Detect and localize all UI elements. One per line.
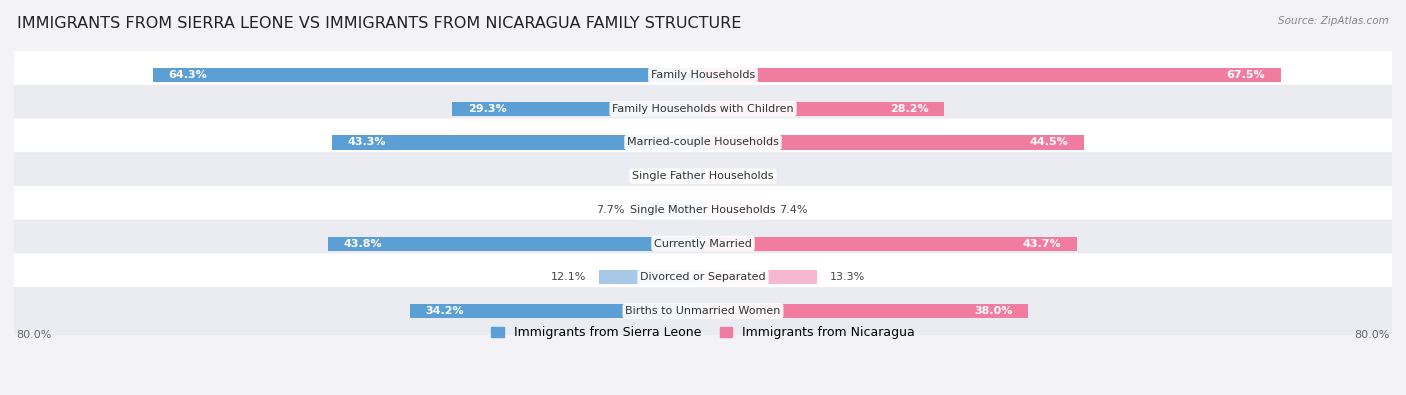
- FancyBboxPatch shape: [11, 152, 1395, 200]
- Text: Currently Married: Currently Married: [654, 239, 752, 248]
- FancyBboxPatch shape: [11, 85, 1395, 133]
- Text: 7.7%: 7.7%: [596, 205, 624, 215]
- Text: 43.3%: 43.3%: [347, 137, 387, 147]
- Text: 44.5%: 44.5%: [1029, 137, 1069, 147]
- Text: Source: ZipAtlas.com: Source: ZipAtlas.com: [1278, 16, 1389, 26]
- Text: 28.2%: 28.2%: [890, 104, 929, 114]
- Bar: [703, 270, 817, 284]
- Text: 80.0%: 80.0%: [17, 330, 52, 340]
- Text: 29.3%: 29.3%: [468, 104, 506, 114]
- Text: 43.7%: 43.7%: [1024, 239, 1062, 248]
- Bar: [703, 102, 945, 116]
- FancyBboxPatch shape: [11, 51, 1395, 99]
- FancyBboxPatch shape: [11, 220, 1395, 267]
- Bar: [332, 135, 703, 150]
- Legend: Immigrants from Sierra Leone, Immigrants from Nicaragua: Immigrants from Sierra Leone, Immigrants…: [491, 326, 915, 339]
- Bar: [411, 304, 703, 318]
- FancyBboxPatch shape: [11, 118, 1395, 166]
- FancyBboxPatch shape: [11, 186, 1395, 234]
- Text: 64.3%: 64.3%: [169, 70, 207, 80]
- Text: 67.5%: 67.5%: [1226, 70, 1265, 80]
- Text: Single Mother Households: Single Mother Households: [630, 205, 776, 215]
- Text: Family Households with Children: Family Households with Children: [612, 104, 794, 114]
- Bar: [637, 203, 703, 217]
- Text: 43.8%: 43.8%: [343, 239, 382, 248]
- Bar: [153, 68, 703, 82]
- Text: 12.1%: 12.1%: [551, 272, 586, 282]
- Bar: [703, 135, 1084, 150]
- Text: 13.3%: 13.3%: [830, 272, 865, 282]
- Text: 2.7%: 2.7%: [740, 171, 768, 181]
- Bar: [703, 237, 1077, 251]
- Text: Births to Unmarried Women: Births to Unmarried Women: [626, 306, 780, 316]
- Bar: [328, 237, 703, 251]
- Bar: [682, 169, 703, 183]
- Bar: [703, 203, 766, 217]
- Text: IMMIGRANTS FROM SIERRA LEONE VS IMMIGRANTS FROM NICARAGUA FAMILY STRUCTURE: IMMIGRANTS FROM SIERRA LEONE VS IMMIGRAN…: [17, 16, 741, 31]
- Bar: [703, 169, 725, 183]
- Text: Single Father Households: Single Father Households: [633, 171, 773, 181]
- Text: Family Households: Family Households: [651, 70, 755, 80]
- Text: 7.4%: 7.4%: [779, 205, 807, 215]
- Text: Divorced or Separated: Divorced or Separated: [640, 272, 766, 282]
- Text: 34.2%: 34.2%: [426, 306, 464, 316]
- Text: Married-couple Households: Married-couple Households: [627, 137, 779, 147]
- Text: 80.0%: 80.0%: [1354, 330, 1389, 340]
- Bar: [703, 304, 1028, 318]
- Bar: [599, 270, 703, 284]
- FancyBboxPatch shape: [11, 253, 1395, 301]
- Text: 2.5%: 2.5%: [640, 171, 669, 181]
- FancyBboxPatch shape: [11, 287, 1395, 335]
- Bar: [453, 102, 703, 116]
- Text: 38.0%: 38.0%: [974, 306, 1012, 316]
- Bar: [703, 68, 1281, 82]
